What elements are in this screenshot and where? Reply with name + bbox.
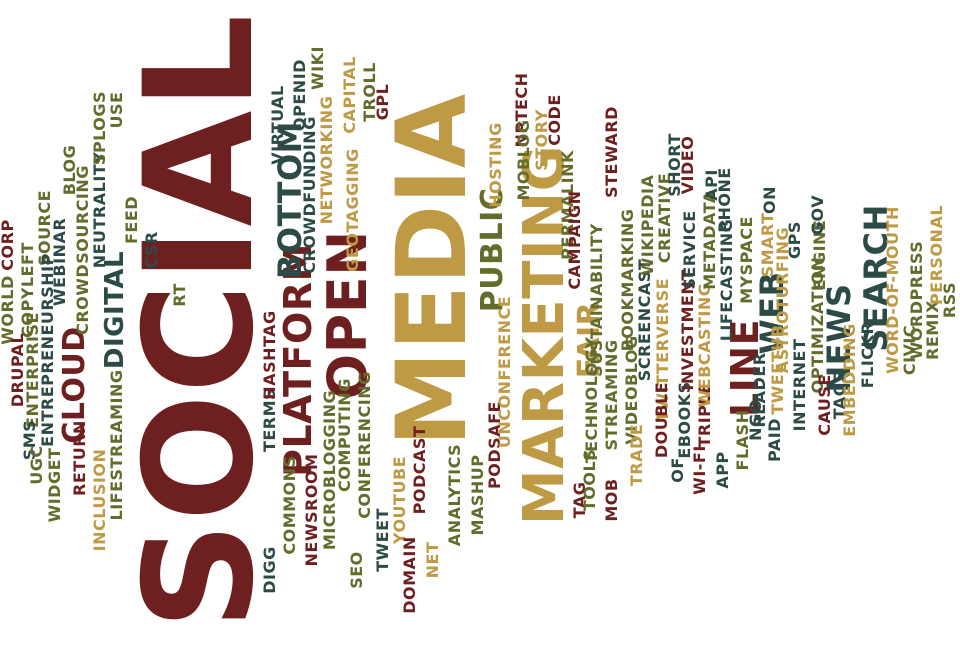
cloud-word-use: USE — [107, 91, 126, 129]
cloud-word-remix: REMIX — [923, 300, 942, 360]
cloud-word-unconference: UNCONFERENCE — [495, 295, 514, 449]
cloud-word-embedding: EMBEDDING — [840, 323, 859, 437]
cloud-word-lifestreaming: LIFESTREAMING — [107, 369, 126, 521]
cloud-word-commons: COMMONS — [280, 455, 299, 555]
cloud-word-double: DOUBLE — [652, 381, 671, 459]
cloud-word-computing: COMPUTING — [335, 378, 354, 492]
cloud-word-gpl: GPL — [373, 83, 392, 121]
cloud-word-screencast: SCREENCAST — [635, 258, 654, 382]
cloud-word-app: APP — [713, 451, 732, 489]
cloud-word-analytics: ANALYTICS — [445, 443, 464, 547]
cloud-word-wiki: WIKI — [308, 46, 327, 90]
cloud-word-hosting: HOSTING — [486, 122, 505, 208]
cloud-word-tweet: TWEET — [373, 508, 392, 572]
cloud-word-inclusion: INCLUSION — [90, 448, 109, 552]
cloud-word-reader: READER — [750, 352, 769, 428]
cloud-word-return: RETURN — [70, 420, 89, 496]
cloud-word-gps: GPS — [785, 221, 804, 259]
cloud-word-of: OF — [668, 457, 687, 483]
cloud-word-mob: MOB — [602, 478, 621, 522]
cloud-word-bookmarking: BOOKMARKING — [618, 208, 637, 352]
cloud-word-neutrality: NEUTRALITY — [90, 151, 109, 269]
cloud-word-myspace: MYSPACE — [737, 216, 756, 304]
cloud-word-internet: INTERNET — [790, 338, 809, 432]
cloud-word-flickr: FLICKR — [858, 321, 877, 389]
cloud-word-rss: RSS — [940, 281, 959, 319]
cloud-word-paid: PAID — [765, 418, 784, 462]
cloud-word-media: MEDIA — [376, 93, 488, 447]
cloud-word-mashup: MASHUP — [468, 454, 487, 536]
cloud-word-word-of-mouth: WORD-OF-MOUTH — [883, 206, 902, 374]
cloud-word-virtual: VIRTUAL — [268, 85, 287, 165]
cloud-word-trade: TRADE — [627, 423, 646, 487]
cloud-word-seo: SEO — [347, 551, 366, 589]
cloud-word-enterprise: ENTERPRISE — [23, 312, 42, 428]
cloud-word-networking: NETWORKING — [317, 95, 336, 225]
cloud-word-ugc: UGC — [27, 445, 46, 485]
cloud-word-domain: DOMAIN — [400, 536, 419, 614]
cloud-word-entrepreneurship: ENTREPRENEURSHIP — [38, 253, 57, 447]
cloud-word-digg: DIGG — [260, 546, 279, 594]
cloud-word-rt: RT — [170, 283, 189, 307]
cloud-word-campaign: CAMPAIGN — [565, 190, 584, 290]
cloud-word-corp: CORP — [0, 219, 17, 271]
cloud-word-gov: GOV — [808, 194, 827, 236]
cloud-word-blog: BLOG — [60, 144, 79, 196]
cloud-word-phone: PHONE — [715, 167, 734, 233]
cloud-word-video: VIDEO — [678, 135, 697, 195]
cloud-word-geotagging: GEOTAGGING — [343, 148, 362, 272]
cloud-word-net: NET — [423, 541, 442, 579]
cloud-word-crowdfunding: CROWDFUNDING — [300, 116, 319, 274]
cloud-word-widget: WIDGET — [45, 447, 64, 523]
cloud-word-conferencing: CONFERENCING — [355, 371, 374, 519]
cloud-word-code: CODE — [545, 94, 564, 146]
cloud-word-social: SOCIAL — [113, 13, 287, 631]
cloud-word-service: SERVICE — [680, 210, 699, 290]
cloud-word-moblog: MOBLOG — [514, 119, 533, 201]
cloud-word-steward: STEWARD — [602, 106, 621, 198]
cloud-word-splogs: SPLOGS — [90, 90, 109, 166]
cloud-word-lifecasting: LIFECASTING — [717, 218, 736, 342]
cloud-word-wi-fi: WI-FI — [690, 445, 709, 495]
cloud-word-csr: CSR — [142, 231, 161, 269]
cloud-word-drupal: DRUPAL — [8, 332, 27, 408]
cloud-word-capital: CAPITAL — [340, 56, 359, 134]
cloud-word-digital: DIGITAL — [100, 250, 130, 370]
cloud-word-webcasting: WEBCASTING — [695, 282, 714, 408]
cloud-word-youtube: YOUTUBE — [390, 455, 409, 545]
cloud-word-newsroom: NEWSROOM — [302, 453, 321, 567]
cloud-word-wikipedia: WIKIPEDIA — [638, 174, 657, 276]
cloud-word-on: ON — [760, 186, 779, 214]
cloud-word-streaming: STREAMING — [602, 339, 621, 451]
cloud-word-podcast: PODCAST — [410, 425, 429, 515]
cloud-word-hashtag: HASHTAG — [260, 310, 279, 400]
cloud-word-feed: FEED — [122, 195, 141, 245]
